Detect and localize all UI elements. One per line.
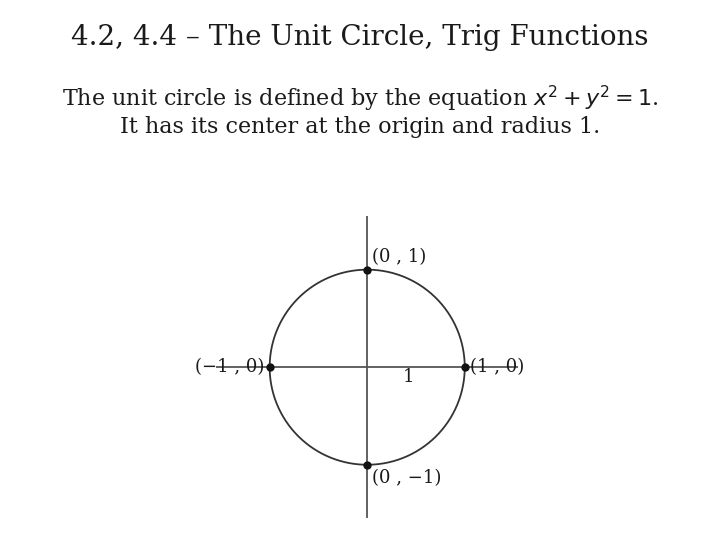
Text: (0 , 1): (0 , 1): [372, 248, 426, 266]
Text: (0 , −1): (0 , −1): [372, 469, 441, 487]
Text: It has its center at the origin and radius 1.: It has its center at the origin and radi…: [120, 116, 600, 138]
Text: (1 , 0): (1 , 0): [469, 358, 524, 376]
Text: 4.2, 4.4 – The Unit Circle, Trig Functions: 4.2, 4.4 – The Unit Circle, Trig Functio…: [71, 24, 649, 51]
Text: 1: 1: [402, 368, 414, 386]
Text: The unit circle is defined by the equation $x^2 + y^2 = 1$.: The unit circle is defined by the equati…: [62, 84, 658, 114]
Text: (−1 , 0): (−1 , 0): [195, 358, 265, 376]
